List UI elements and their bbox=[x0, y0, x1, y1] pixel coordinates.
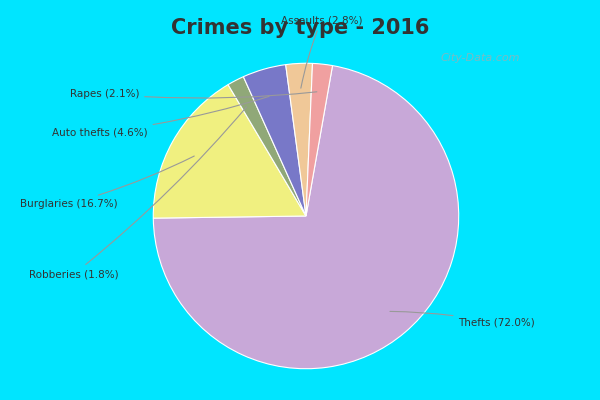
Text: Robberies (1.8%): Robberies (1.8%) bbox=[29, 107, 247, 279]
Wedge shape bbox=[286, 63, 313, 216]
Text: Assaults (2.8%): Assaults (2.8%) bbox=[281, 16, 362, 88]
Text: City-Data.com: City-Data.com bbox=[440, 53, 520, 63]
Wedge shape bbox=[153, 85, 306, 218]
Wedge shape bbox=[306, 64, 332, 216]
Text: Rapes (2.1%): Rapes (2.1%) bbox=[70, 89, 317, 99]
Text: Burglaries (16.7%): Burglaries (16.7%) bbox=[20, 156, 194, 209]
Text: Auto thefts (4.6%): Auto thefts (4.6%) bbox=[52, 96, 269, 137]
Text: Thefts (72.0%): Thefts (72.0%) bbox=[390, 311, 535, 328]
Wedge shape bbox=[153, 66, 459, 369]
Wedge shape bbox=[228, 77, 306, 216]
Text: Crimes by type - 2016: Crimes by type - 2016 bbox=[171, 18, 429, 38]
Wedge shape bbox=[244, 65, 306, 216]
